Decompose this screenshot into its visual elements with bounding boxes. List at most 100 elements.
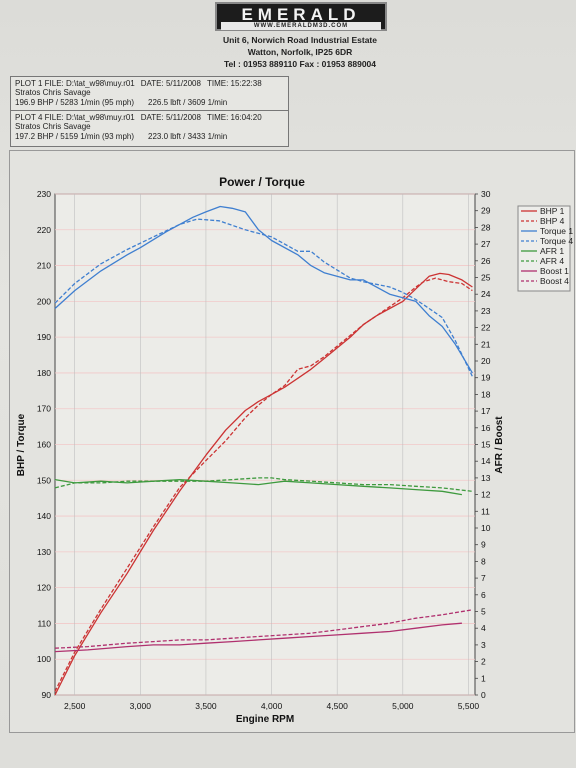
address-line-3: Tel : 01953 889110 Fax : 01953 889004 [223,59,377,69]
plot1-info-box: PLOT 1 FILE: D:\tat_w98\muy.r01 DATE: 5/1… [10,76,289,113]
legend-label: Boost 1 [540,266,569,276]
x-tick-label: 5,000 [392,701,414,711]
series-lines [54,205,473,696]
y-right-tick-label: 12 [481,490,491,500]
x-axis-label: Engine RPM [236,714,294,725]
series-line-afr-1 [54,478,463,496]
y-right-tick-label: 23 [481,306,491,316]
y-right-tick-label: 8 [481,556,486,566]
y-right-tick-label: 1 [481,673,486,683]
y-left-tick-label: 100 [37,654,51,664]
x-tick-label: 3,000 [130,701,152,711]
legend-label: Boost 4 [540,276,569,286]
y-right-tick-label: 10 [481,523,491,533]
y-left-tick-label: 180 [37,368,51,378]
legend-label: AFR 1 [540,246,564,256]
series-line-bhp-4 [54,277,473,692]
plot1-power: 196.9 BHP / 5283 1/min (95 mph) [15,97,135,107]
y-left-tick-label: 90 [42,690,52,700]
x-tick-label: 4,500 [327,701,349,711]
y-left-axis-label: BHP / Torque [16,413,27,476]
y-right-tick-label: 14 [481,456,491,466]
x-tick-label: 4,000 [261,701,283,711]
emerald-logo: EMERALD WWW.EMERALDM3D.COM [215,2,387,31]
y-left-tick-label: 200 [37,296,51,306]
plot1-date: DATE: 5/11/2008 [140,79,201,88]
y-right-tick-label: 5 [481,607,486,617]
y-left-tick-label: 140 [37,511,51,521]
legend-label: BHP 4 [540,216,565,226]
x-tick-label: 2,500 [64,701,86,711]
grid-lines [55,193,475,696]
y-right-tick-label: 17 [481,406,491,416]
y-right-tick-label: 15 [481,440,491,450]
logo-url: WWW.EMERALDM3D.COM [221,22,381,30]
y-right-axis-label: AFR / Boost [494,416,505,474]
plot4-power: 197.2 BHP / 5159 1/min (93 mph) [15,131,135,141]
legend-label: Torque 4 [540,236,573,246]
y-left-tick-label: 210 [37,261,51,271]
legend-label: BHP 1 [540,206,565,216]
y-right-tick-label: 24 [481,289,491,299]
y-right-tick-label: 3 [481,640,486,650]
x-tick-label: 5,500 [458,701,480,711]
y-left-tick-label: 110 [37,618,51,628]
y-right-tick-label: 26 [481,256,491,266]
series-line-torque-4 [54,218,473,377]
plot1-file: PLOT 1 FILE: D:\tat_w98\muy.r01 [15,79,135,88]
y-right-tick-label: 7 [481,573,486,583]
y-right-tick-label: 18 [481,389,491,399]
series-line-afr-4 [54,477,473,492]
address-line-1: Unit 6, Norwich Road Industrial Estate [223,35,377,45]
y-left-tick-label: 120 [37,583,51,593]
plot4-torque: 223.0 lbft / 3433 1/min [148,131,228,141]
y-left-tick-label: 190 [37,332,51,342]
y-right-tick-label: 11 [481,506,490,516]
logo-text: EMERALD [241,5,361,24]
y-right-tick-label: 6 [481,590,486,600]
plot4-date: DATE: 5/11/2008 [140,113,201,122]
axis-ticks: 9010011012013014015016017018019020021022… [37,189,491,711]
plot4-file: PLOT 4 FILE: D:\tat_w98\muy.r01 [15,113,135,122]
y-right-tick-label: 25 [481,273,491,283]
address-line-2: Watton, Norfolk, IP25 6DR [247,47,353,57]
plot1-torque: 226.5 lbft / 3609 1/min [148,97,228,107]
y-right-tick-label: 16 [481,423,491,433]
series-line-boost-1 [54,622,462,653]
y-right-tick-label: 28 [481,222,491,232]
plot4-time: TIME: 16:04:20 [206,113,262,122]
y-right-tick-label: 21 [481,339,491,349]
plot1-time: TIME: 15:22:38 [206,79,262,88]
y-left-tick-label: 150 [37,475,51,485]
plot4-name: Stratos Chris Savage [15,122,91,132]
legend-label: AFR 4 [540,256,564,266]
legend-label: Torque 1 [540,226,573,236]
y-left-tick-label: 230 [37,189,51,199]
y-right-tick-label: 22 [481,323,491,333]
y-left-tick-label: 170 [37,404,51,414]
y-right-tick-label: 19 [481,373,491,383]
y-right-tick-label: 2 [481,657,486,667]
series-line-bhp-1 [54,272,473,696]
series-line-torque-1 [54,205,473,374]
y-right-tick-label: 0 [481,690,486,700]
y-right-tick-label: 4 [481,623,486,633]
y-right-tick-label: 27 [481,239,491,249]
y-left-tick-label: 130 [37,547,51,557]
y-right-tick-label: 13 [481,473,491,483]
plot1-name: Stratos Chris Savage [15,88,91,98]
plot4-info-box: PLOT 4 FILE: D:\tat_w98\muy.r01 DATE: 5/1… [10,110,289,147]
y-left-tick-label: 220 [37,225,51,235]
series-line-boost-4 [54,609,473,649]
legend-box [517,205,571,292]
y-right-tick-label: 29 [481,206,491,216]
y-right-tick-label: 20 [481,356,491,366]
y-right-tick-label: 30 [481,189,491,199]
y-right-tick-label: 9 [481,540,486,550]
x-tick-label: 3,500 [195,701,217,711]
chart-title: Power / Torque [219,175,305,189]
y-left-tick-label: 160 [37,440,51,450]
